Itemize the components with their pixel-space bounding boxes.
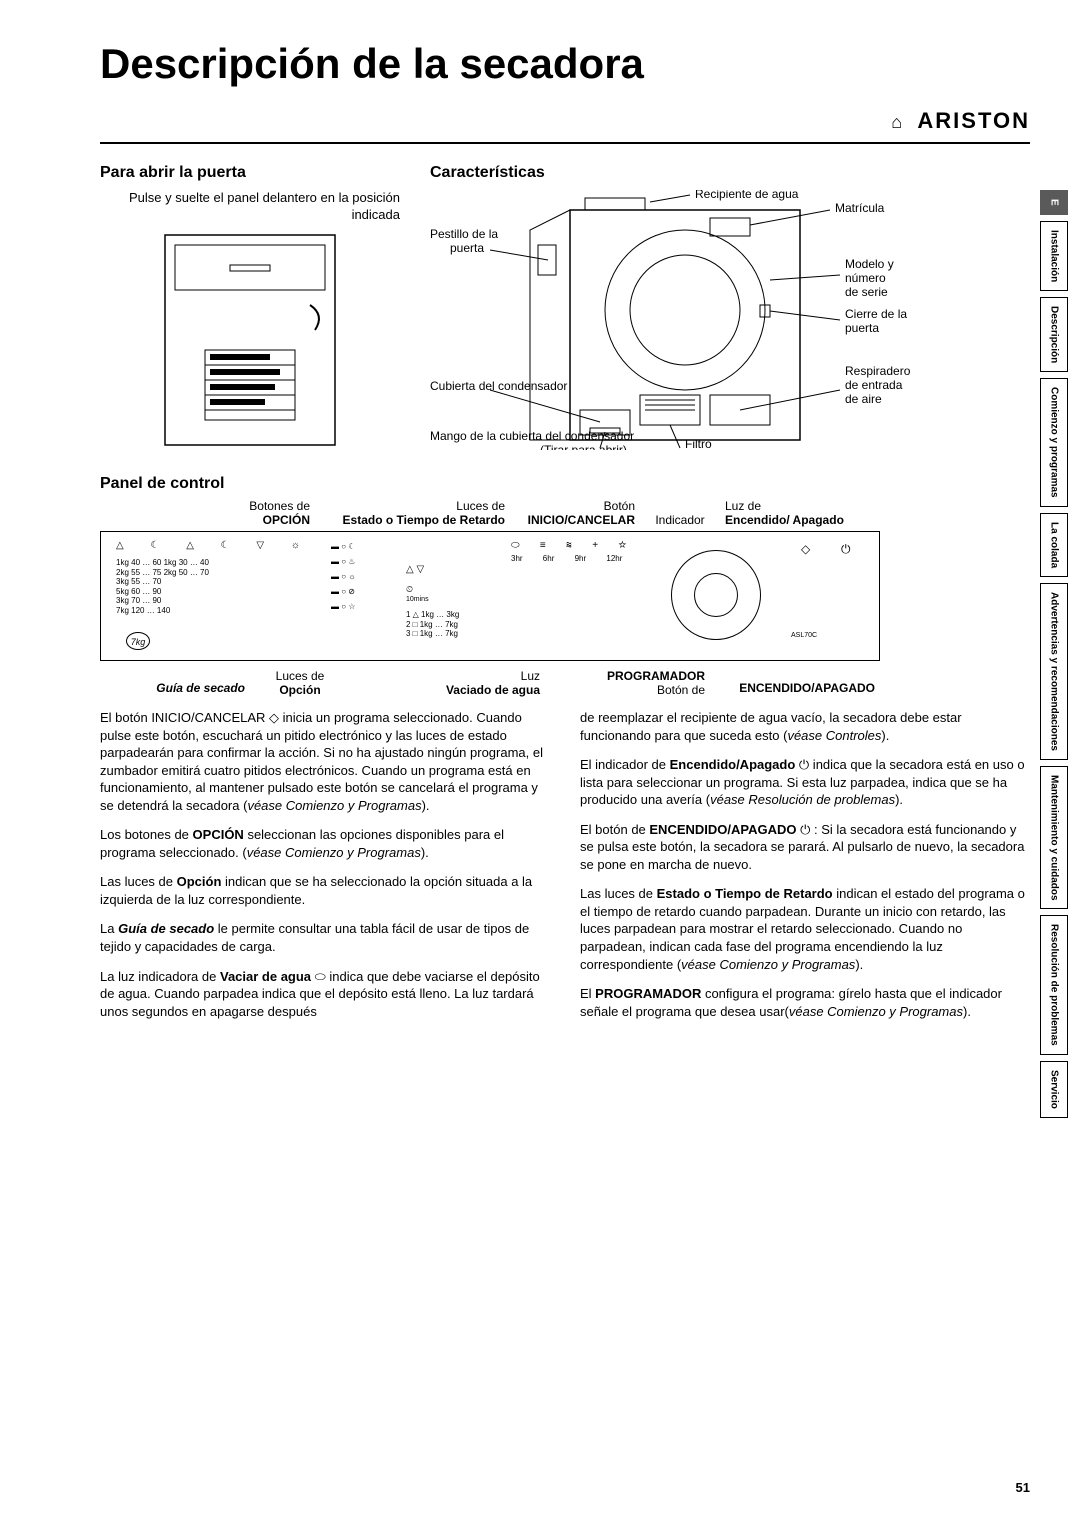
divider xyxy=(100,142,1030,144)
timed-labels: 3hr 6hr 9hr 12hr xyxy=(511,554,622,563)
label-programmer: PROGRAMADORBotón de xyxy=(540,669,705,697)
label-guide: Guía de secado xyxy=(100,669,245,697)
svg-text:Respiradero de entrada: Respiradero de entrada de aire xyxy=(845,364,914,406)
programmer-knob[interactable] xyxy=(694,573,738,617)
door-section: Para abrir la puerta Pulse y suelte el p… xyxy=(100,164,400,455)
load-icon: 7kg xyxy=(126,632,150,650)
label-onoff-button: ENCENDIDO/APAGADO xyxy=(705,669,875,697)
svg-text:Cubierta del condensador: Cubierta del condensador xyxy=(430,379,567,393)
para-r2: El indicador de Encendido/Apagado ⏻ indi… xyxy=(580,756,1030,809)
svg-text:Modelo y número: Modelo y número de serie xyxy=(845,257,897,299)
top-row: Para abrir la puerta Pulse y suelte el p… xyxy=(100,164,1030,455)
sidetab-resolucion[interactable]: Resolución de problemas xyxy=(1040,915,1068,1055)
brand-row: ⌂ ARISTON xyxy=(100,108,1030,134)
svg-text:Filtro: Filtro xyxy=(685,437,712,450)
sidetab-servicio[interactable]: Servicio xyxy=(1040,1061,1068,1118)
programmer-dial[interactable] xyxy=(671,550,761,640)
para-r4: Las luces de Estado o Tiempo de Retardo … xyxy=(580,885,1030,973)
brand-name: ARISTON xyxy=(917,108,1030,133)
panel-labels-top: Botones deOPCIÓN Luces deEstado o Tiempo… xyxy=(100,499,1030,527)
power-icon: ⏻ xyxy=(841,542,851,557)
panel-heading: Panel de control xyxy=(100,475,1030,493)
timer-icon: ⏲ xyxy=(406,584,413,595)
door-instruction: Pulse y suelte el panel delantero en la … xyxy=(100,190,400,224)
para-l4: La Guía de secado le permite consultar u… xyxy=(100,920,550,955)
prog-rows: 1 △ 1kg … 3kg 2 □ 1kg … 7kg 3 □ 1kg … 7k… xyxy=(406,610,459,639)
sidetab-comienzo[interactable]: Comienzo y programas xyxy=(1040,378,1068,507)
option-buttons-col: ▬ ○ ☾ ▬ ○ ♨ ▬ ○ ☼ ▬ ○ ⊘ ▬ ○ ☆ xyxy=(331,542,356,611)
panel-box: △ ☾ △ ☾ ▽ ☼ 1kg 40 … 60 1kg 30 … 40 2kg … xyxy=(100,531,880,661)
sidebar-tabs: E Instalación Descripción Comienzo y pro… xyxy=(1040,190,1068,1118)
para-l2: Los botones de OPCIÓN seleccionan las op… xyxy=(100,826,550,861)
label-option-buttons: Botones deOPCIÓN xyxy=(100,499,310,527)
para-r3: El botón de ENCENDIDO/APAGADO ⏻ : Si la … xyxy=(580,821,1030,874)
sidetab-colada[interactable]: La colada xyxy=(1040,513,1068,577)
status-icons-row: ⬭ ≡ ≋ + ☆ xyxy=(511,540,629,551)
sidetab-descripcion[interactable]: Descripción xyxy=(1040,297,1068,372)
col-left: El botón INICIO/CANCELAR ◇ inicia un pro… xyxy=(100,709,550,1032)
sidetab-advertencias[interactable]: Advertencias y recomendaciones xyxy=(1040,583,1068,760)
para-l5: La luz indicadora de Vaciar de agua ⬭ in… xyxy=(100,968,550,1021)
sidetab-lang[interactable]: E xyxy=(1040,190,1068,215)
sidetab-mantenimiento[interactable]: Mantenimiento y cuidados xyxy=(1040,766,1068,910)
body-columns: El botón INICIO/CANCELAR ◇ inicia un pro… xyxy=(100,709,1030,1032)
para-r1: de reemplazar el recipiente de agua vací… xyxy=(580,709,1030,744)
model-label: ASL70C xyxy=(791,632,817,639)
features-section: Características xyxy=(430,164,1030,455)
page-number: 51 xyxy=(1016,1480,1030,1495)
timed-small: 10mins xyxy=(406,596,429,603)
page-title: Descripción de la secadora xyxy=(100,40,1030,88)
svg-text:Recipiente de agua: Recipiente de agua xyxy=(695,190,799,201)
door-diagram xyxy=(160,230,380,450)
label-start-button: BotónINICIO/CANCELAR xyxy=(505,499,635,527)
label-delay-lights: Luces deEstado o Tiempo de Retardo xyxy=(310,499,505,527)
svg-text:Matrícula: Matrícula xyxy=(835,201,885,215)
para-l3: Las luces de Opción indican que se ha se… xyxy=(100,873,550,908)
sidetab-instalacion[interactable]: Instalación xyxy=(1040,221,1068,291)
col-right: de reemplazar el recipiente de agua vací… xyxy=(580,709,1030,1032)
door-heading: Para abrir la puerta xyxy=(100,164,400,182)
svg-text:Cierre de la puerta: Cierre de la puerta xyxy=(845,307,910,335)
label-option-lights: Luces deOpción xyxy=(245,669,355,697)
label-onoff-light: Luz deEncendido/ Apagado xyxy=(725,499,845,527)
icon-row-left: △ ☾ △ ☾ ▽ ☼ xyxy=(116,540,312,551)
svg-text:Mango de la cubierta del conde: Mango de la cubierta del condensador (Ti… xyxy=(430,429,637,450)
para-r5: El PROGRAMADOR configura el programa: gí… xyxy=(580,985,1030,1020)
features-heading: Características xyxy=(430,164,1030,182)
delay-icons: △ ▽ xyxy=(406,564,424,575)
features-diagram: Recipiente de agua Matrícula Pestillo de… xyxy=(430,190,990,450)
label-empty-light: LuzVaciado de agua xyxy=(355,669,540,697)
house-icon: ⌂ xyxy=(891,112,904,133)
start-cancel-icon: ◇ xyxy=(801,542,810,556)
panel-labels-bot: Guía de secado Luces deOpción LuzVaciado… xyxy=(100,669,1030,697)
svg-text:Pestillo de la puerta: Pestillo de la puerta xyxy=(430,227,501,255)
label-indicator: Indicador xyxy=(635,499,725,527)
guide-table: 1kg 40 … 60 1kg 30 … 40 2kg 55 … 75 2kg … xyxy=(116,558,209,616)
para-l1: El botón INICIO/CANCELAR ◇ inicia un pro… xyxy=(100,709,550,814)
